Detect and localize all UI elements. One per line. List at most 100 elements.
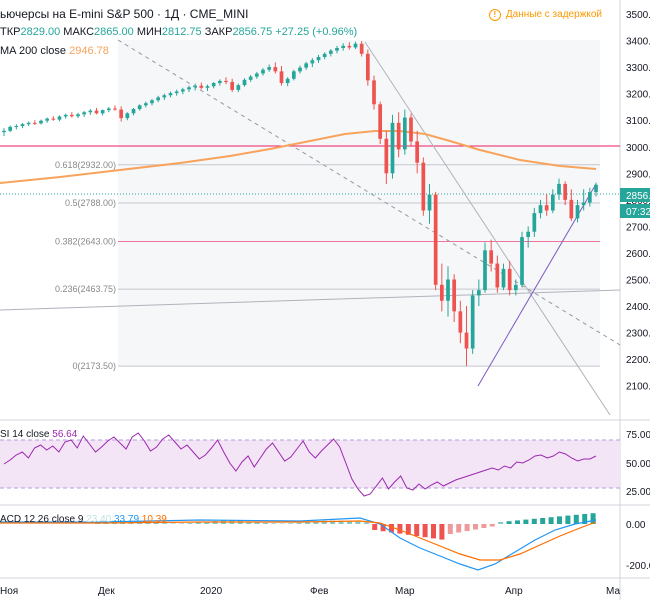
- candles-group: [2, 41, 598, 367]
- macd-histogram-bar: [347, 521, 352, 524]
- time-axis-label: 2020: [200, 586, 223, 597]
- candle-body: [248, 76, 253, 80]
- price-tick-label: 2100.00: [626, 382, 650, 393]
- price-tick-label: 3300.00: [626, 63, 650, 74]
- candle-body: [439, 284, 444, 301]
- ma-legend[interactable]: MA 200 close 2946.78: [0, 45, 109, 57]
- candle-body: [501, 268, 506, 288]
- candle-body: [359, 43, 364, 54]
- candle-body: [372, 80, 376, 105]
- ohlc-open-label: ТКР: [0, 26, 21, 38]
- candle-body: [446, 279, 450, 301]
- candle-body: [526, 231, 531, 238]
- price-tick-label: 3400.00: [626, 37, 650, 48]
- macd-histogram-bar: [464, 524, 470, 531]
- candle-body: [328, 50, 333, 54]
- candle-body: [193, 85, 198, 88]
- macd-histogram-bar: [313, 521, 319, 524]
- candle-body: [205, 86, 210, 88]
- countdown-value: 07:32:: [626, 207, 650, 218]
- candle-body: [532, 213, 537, 232]
- candle-body: [483, 250, 487, 291]
- macd-histogram-bar: [515, 520, 520, 524]
- ma-legend-label: MA 200 close: [0, 45, 67, 57]
- price-tick-label: 3000.00: [626, 143, 650, 154]
- fib-label: 0.236(2463.75): [55, 284, 116, 294]
- candle-body: [298, 67, 302, 72]
- price-tick-label: 3200.00: [626, 90, 650, 101]
- candle-body: [20, 124, 25, 127]
- candle-body: [544, 205, 549, 211]
- macd-histogram-bar: [506, 521, 512, 524]
- macd-signal-line: [0, 520, 597, 561]
- candle-body: [217, 80, 222, 84]
- macd-legend[interactable]: ACD 12 26 close 9 23.40 33.79 10.39: [0, 514, 167, 525]
- ohlc-high-value: 2865.00: [94, 26, 134, 38]
- candle-body: [100, 110, 105, 114]
- candle-body: [82, 112, 87, 115]
- macd-histogram-bar: [321, 520, 327, 524]
- candle-body: [427, 194, 432, 211]
- candle-body: [174, 91, 179, 94]
- fib-label: 0(2173.50): [72, 361, 116, 371]
- candle-body: [45, 118, 50, 121]
- candle-body: [569, 199, 574, 219]
- candle-body: [8, 126, 13, 131]
- macd-histogram-bar: [305, 522, 310, 524]
- candle-body: [322, 53, 327, 58]
- candle-body: [378, 104, 383, 139]
- delay-badge[interactable]: ! Данные с задержкой: [488, 9, 602, 21]
- rsi-legend-label: SI 14 close: [0, 429, 50, 440]
- price-tick-label: 2300.00: [626, 329, 650, 340]
- macd-histogram-bar: [389, 524, 394, 533]
- candle-body: [224, 80, 228, 82]
- candle-body: [267, 67, 272, 70]
- ohlc-close-label: ЗАКР: [204, 26, 233, 38]
- macd-histogram-bar: [431, 524, 436, 539]
- macd-histogram-bar: [531, 518, 537, 524]
- ma-200-line: [0, 130, 597, 184]
- candle-body: [143, 103, 148, 106]
- candle-body: [88, 110, 93, 113]
- candle-body: [187, 87, 191, 90]
- time-axis-label: Ноя: [0, 586, 18, 597]
- candle-body: [304, 63, 309, 68]
- fib-label: 0.618(2932.00): [55, 160, 116, 170]
- candle-body: [384, 138, 389, 174]
- candle-body: [254, 73, 259, 77]
- candle-body: [347, 45, 352, 48]
- ohlc-legend: ТКР2829.00 МАКС2865.00 МИН2812.75 ЗАКР28…: [0, 26, 357, 38]
- macd-histogram-bar: [582, 514, 588, 524]
- candle-body: [464, 332, 469, 349]
- candle-body: [14, 126, 19, 128]
- candle-body: [51, 118, 56, 120]
- candle-body: [557, 183, 561, 195]
- candle-body: [433, 194, 438, 285]
- ohlc-low-value: 2812.75: [161, 26, 202, 38]
- candle-body: [39, 120, 43, 124]
- change-value: +27.25 (+0.96%): [275, 26, 358, 38]
- ohlc-open-value: 2829.00: [20, 26, 61, 38]
- macd-histogram-bar: [179, 523, 184, 524]
- macd-histogram-bar: [414, 524, 420, 536]
- candle-body: [168, 93, 173, 96]
- price-tick-label: 2200.00: [626, 355, 650, 366]
- fib-label: 0.382(2643.00): [55, 237, 116, 247]
- macd-histogram-bar: [548, 517, 554, 524]
- candle-body: [563, 183, 568, 200]
- macd-line-value: 33.79: [113, 514, 140, 525]
- macd-hist-value: 23.40: [86, 514, 112, 525]
- candle-body: [119, 109, 124, 119]
- rsi-legend[interactable]: SI 14 close 56.64: [0, 429, 77, 440]
- ohlc-high-label: МАКС: [63, 26, 95, 38]
- time-axis-label: Ма: [606, 586, 620, 597]
- candle-body: [94, 110, 99, 114]
- candle-body: [452, 279, 457, 312]
- ohlc-close-value: 2856.75: [232, 26, 273, 38]
- candle-body: [137, 105, 142, 110]
- macd-histogram-bar: [162, 523, 168, 524]
- candle-body: [156, 97, 161, 101]
- macd-histogram-bar: [380, 524, 386, 532]
